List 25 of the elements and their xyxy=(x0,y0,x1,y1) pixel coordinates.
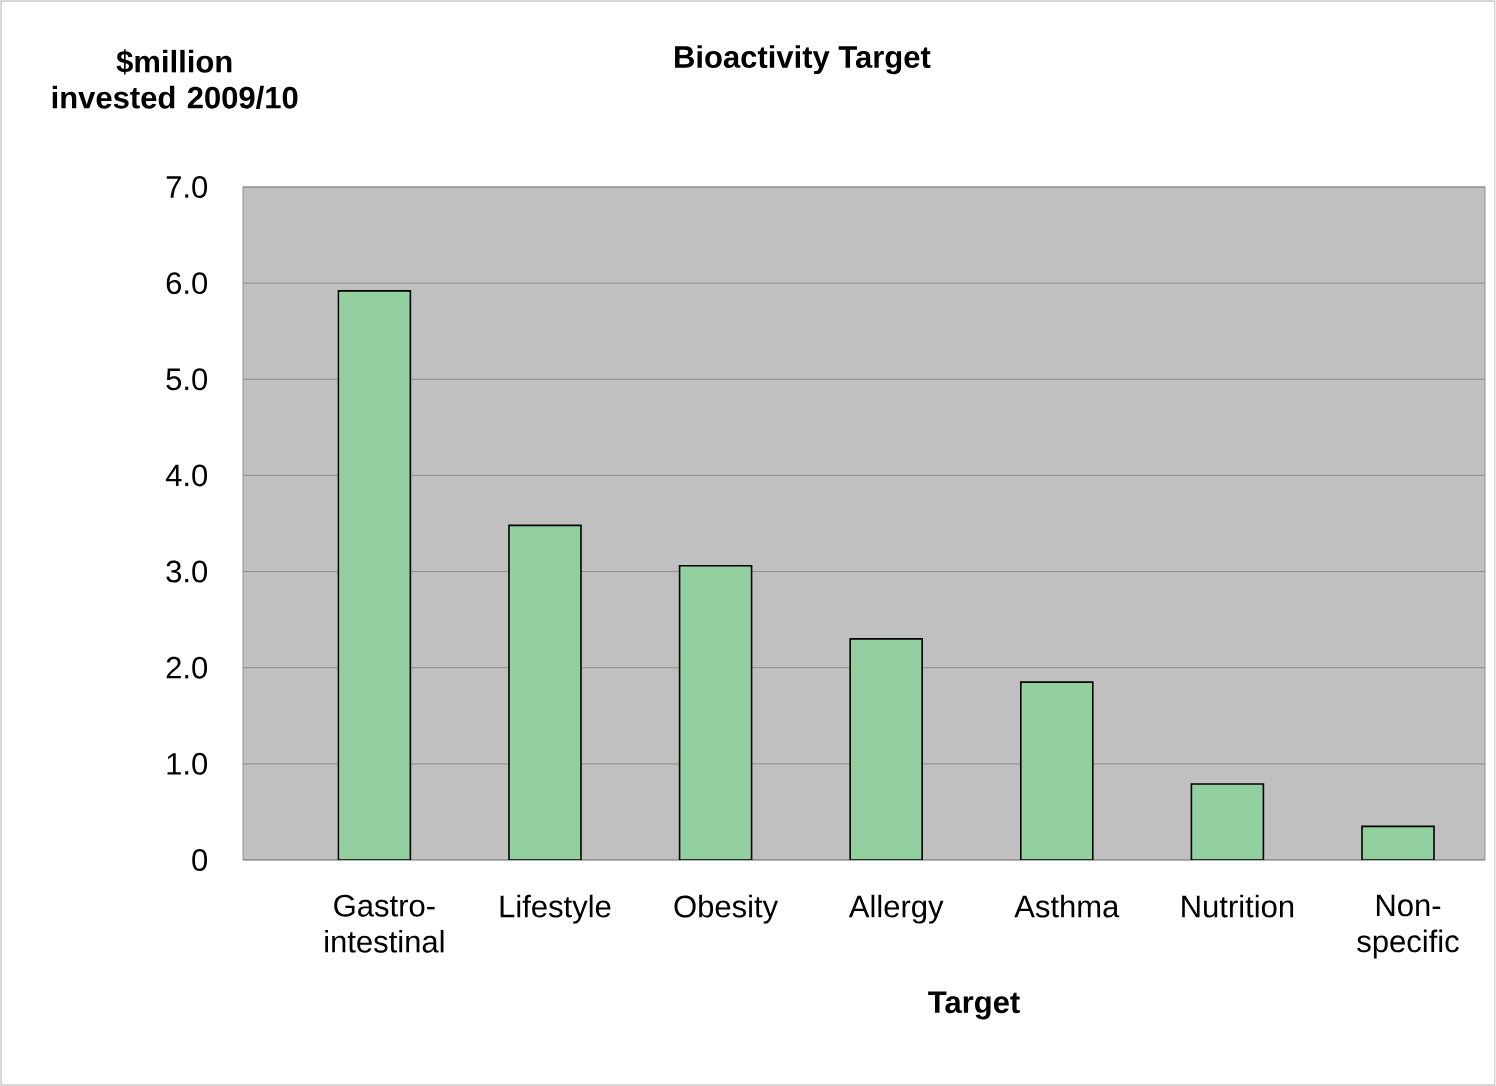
x-tick-label: Non-specific xyxy=(1357,894,1459,959)
y-tick-label: 1.0 xyxy=(167,752,208,775)
bar xyxy=(1190,783,1265,860)
y-axis-title: $million invested 2009/10 xyxy=(52,49,298,109)
y-tick-label: 2.0 xyxy=(166,656,208,679)
x-tick-label: Gastro-intestinal xyxy=(325,894,444,953)
y-tick-label: 0 xyxy=(192,849,208,871)
y-tick-label: 3.0 xyxy=(166,560,208,583)
bar xyxy=(508,524,582,860)
x-tick-label: Nutrition xyxy=(1182,894,1294,918)
x-axis-title: Target xyxy=(928,991,1020,1020)
bar xyxy=(1019,681,1094,860)
bar xyxy=(678,564,753,860)
x-tick-label: Asthma xyxy=(1014,894,1120,918)
y-tick-label: 4.0 xyxy=(165,464,208,487)
bar xyxy=(337,290,412,860)
chart-title: Bioactivity Target xyxy=(675,45,931,75)
y-tick-label: 5.0 xyxy=(166,368,208,391)
x-tick-label: Allergy xyxy=(848,894,944,924)
x-tick-label: Lifestyle xyxy=(500,894,611,924)
x-tick-label: Obesity xyxy=(674,894,779,924)
y-tick-label: 6.0 xyxy=(166,272,208,295)
bar xyxy=(1361,825,1435,860)
bar xyxy=(849,638,923,860)
y-tick-label: 7.0 xyxy=(166,176,208,198)
